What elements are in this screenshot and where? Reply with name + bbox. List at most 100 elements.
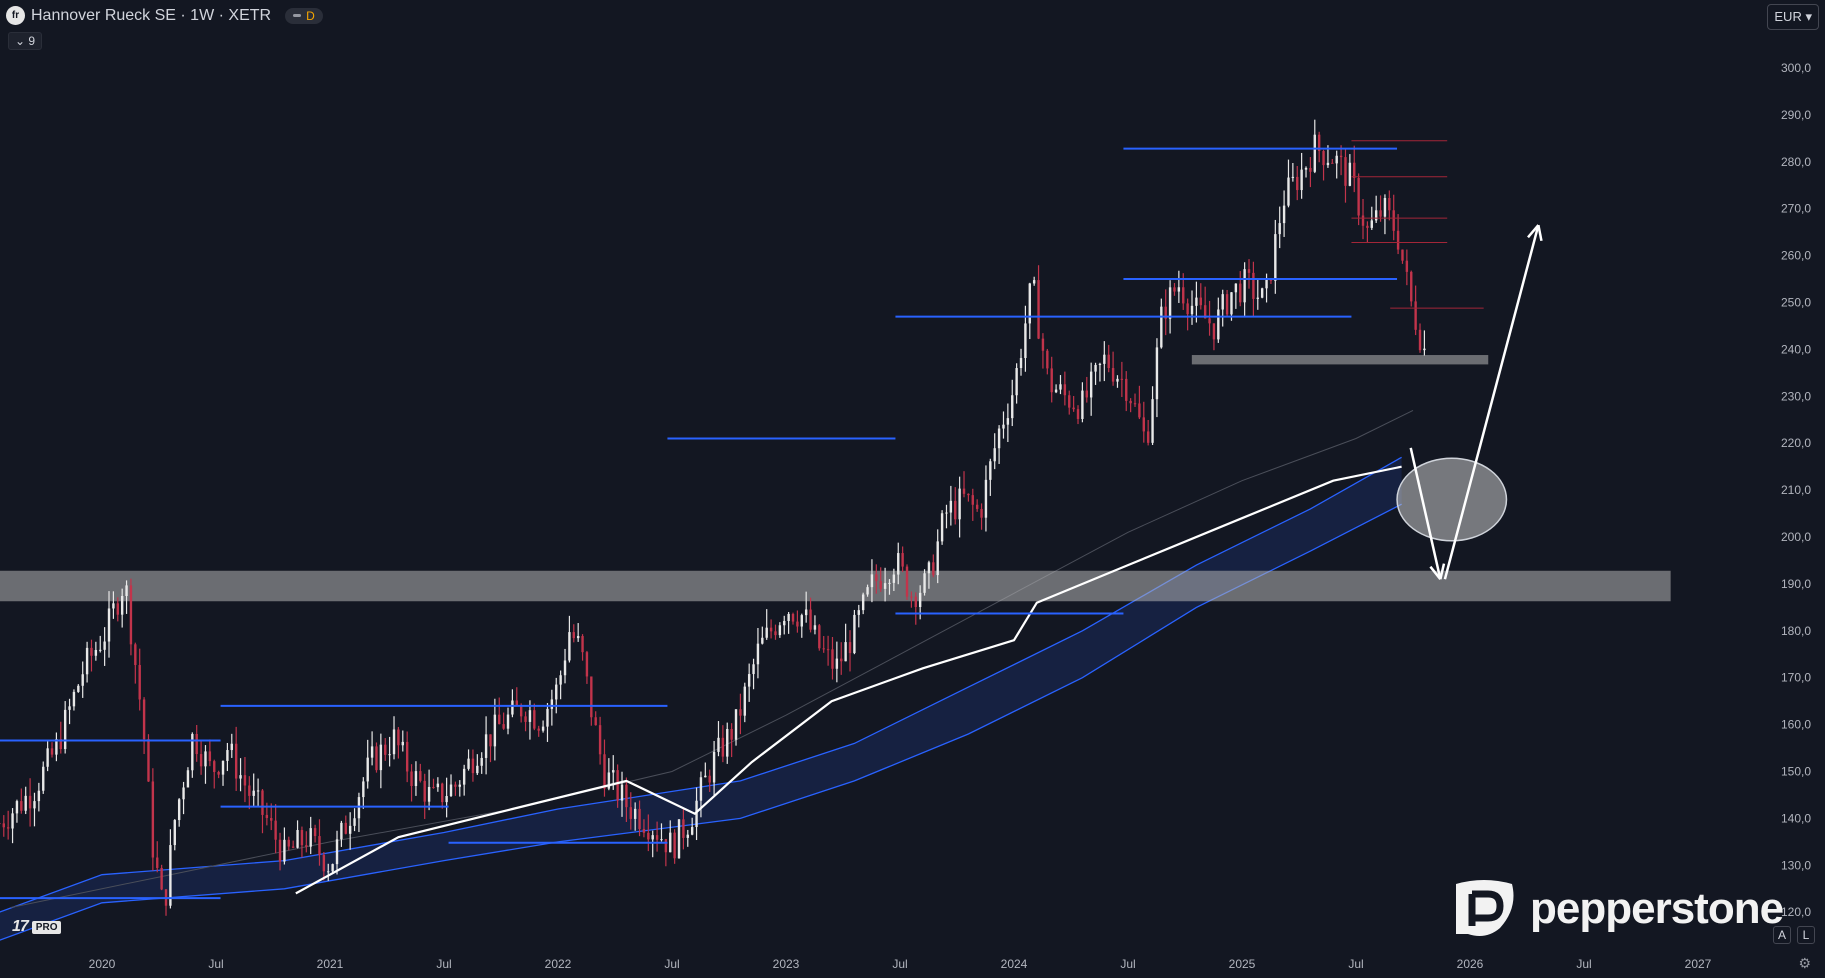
- candle-body: [954, 500, 957, 520]
- candle-body: [1212, 323, 1216, 340]
- candle-body: [116, 603, 119, 615]
- y-tick-label: 210,0: [1781, 483, 1811, 497]
- auto-scale-button[interactable]: A: [1773, 926, 1791, 944]
- candle-body: [1041, 338, 1045, 351]
- candle-body: [1085, 390, 1088, 398]
- candle-body: [410, 771, 413, 787]
- candle-body: [340, 822, 343, 840]
- candle-body: [1252, 272, 1255, 299]
- company-logo-icon: fr: [6, 6, 25, 25]
- currency-button[interactable]: EUR ▾: [1767, 4, 1819, 30]
- candle-body: [318, 836, 321, 856]
- trend-arrow-1: [1443, 224, 1540, 580]
- candle-body: [423, 780, 426, 802]
- candle-body: [107, 608, 111, 642]
- candle-body: [949, 500, 953, 513]
- arrow-head: [1537, 224, 1543, 242]
- candle-body: [559, 675, 562, 685]
- candle-body: [1366, 225, 1369, 228]
- candle-body: [1265, 278, 1268, 289]
- candle-body: [278, 839, 282, 862]
- candle-body: [1186, 303, 1189, 315]
- candle-body: [169, 845, 172, 906]
- candle-body: [1072, 407, 1075, 410]
- candle-body: [1103, 354, 1106, 364]
- candle-body: [1177, 287, 1181, 292]
- candle-body: [1239, 283, 1242, 303]
- chevron-down-icon: ▾: [1805, 9, 1812, 24]
- candle-body: [905, 566, 909, 597]
- log-scale-button[interactable]: L: [1797, 926, 1815, 944]
- candle-body: [441, 783, 444, 803]
- candle-body: [11, 813, 14, 829]
- candle-body: [537, 728, 540, 731]
- candle-body: [1339, 155, 1343, 158]
- indicators-toggle-button[interactable]: ⌄ 9: [8, 32, 43, 50]
- candle-body: [414, 771, 418, 787]
- candle-body: [607, 772, 611, 789]
- x-tick-label: Jul: [436, 957, 451, 971]
- candle-body: [1028, 283, 1031, 324]
- candle-body: [322, 855, 326, 872]
- candle-body: [585, 652, 589, 677]
- candle-body: [362, 781, 365, 798]
- candle-body: [866, 587, 869, 595]
- candle-body: [134, 644, 137, 666]
- candle-body: [33, 801, 36, 809]
- candle-body: [191, 733, 194, 771]
- candle-body: [804, 609, 808, 616]
- candle-body: [1116, 378, 1119, 382]
- candle-body: [103, 641, 106, 650]
- candle-body: [68, 706, 71, 710]
- candle-body: [598, 725, 602, 755]
- arrow-head: [1439, 563, 1446, 580]
- candle-body: [756, 643, 760, 665]
- candle-body: [1098, 363, 1102, 365]
- candle-body: [6, 827, 10, 829]
- candle-body: [99, 649, 102, 651]
- candle-body: [721, 737, 725, 757]
- candle-body: [1120, 378, 1124, 380]
- chevron-down-icon: ⌄: [15, 34, 26, 48]
- candle-body: [655, 835, 659, 840]
- candle-body: [1024, 323, 1027, 358]
- moving-average-white: [295, 465, 1402, 895]
- candle-body: [914, 596, 917, 608]
- y-tick-label: 170,0: [1781, 671, 1811, 685]
- candle-body: [81, 674, 84, 686]
- candle-body: [927, 562, 931, 574]
- candle-body: [528, 710, 532, 722]
- candle-body: [581, 636, 584, 653]
- y-tick-label: 230,0: [1781, 389, 1811, 403]
- candle-body: [467, 758, 470, 769]
- candle-body: [1423, 348, 1426, 351]
- candle-body: [739, 709, 742, 716]
- candle-body: [1291, 176, 1295, 178]
- candle-body: [932, 562, 935, 576]
- candle-body: [546, 708, 549, 727]
- candle-body: [436, 783, 440, 788]
- y-tick-label: 140,0: [1781, 811, 1811, 825]
- symbol-title[interactable]: Hannover Rueck SE · 1W · XETR: [31, 6, 272, 24]
- y-tick-label: 280,0: [1781, 155, 1811, 169]
- candle-body: [800, 615, 803, 627]
- market-status-chip[interactable]: D: [285, 7, 323, 24]
- candle-body: [1344, 157, 1347, 186]
- candle-body: [506, 714, 510, 729]
- candle-body: [1151, 399, 1154, 443]
- x-tick-label: 2021: [317, 957, 344, 971]
- candle-body: [791, 613, 795, 622]
- candle-body: [524, 716, 527, 722]
- candle-body: [1304, 167, 1308, 170]
- candle-body: [405, 741, 409, 772]
- candle-body: [783, 620, 786, 626]
- candle-body: [1155, 347, 1159, 400]
- x-tick-label: 2027: [1685, 957, 1712, 971]
- pepperstone-logo: pepperstone: [1450, 878, 1784, 940]
- candle-body: [857, 610, 860, 615]
- candle-body: [419, 771, 422, 781]
- candle-body: [1260, 288, 1264, 298]
- candle-body: [252, 790, 255, 796]
- gear-icon[interactable]: ⚙: [1798, 955, 1811, 971]
